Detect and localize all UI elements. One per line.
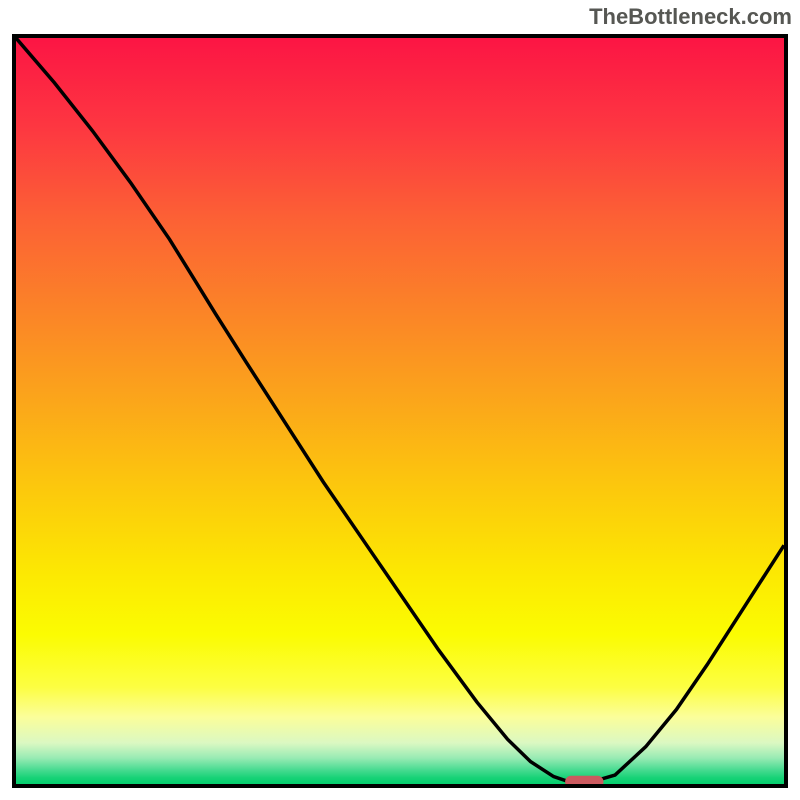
trough-marker [565,776,603,784]
chart-background [16,38,784,784]
chart-frame [12,34,788,788]
chart-svg [16,38,784,784]
attribution-text: TheBottleneck.com [589,4,792,30]
